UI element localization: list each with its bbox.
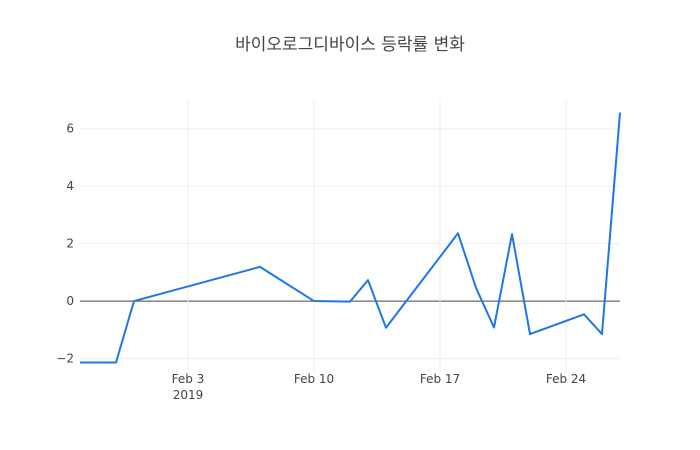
series-layer bbox=[80, 112, 621, 364]
x-tick-sublabel: 2019 bbox=[173, 388, 204, 402]
y-tick-label: 0 bbox=[66, 294, 74, 308]
x-tick-label: Feb 24 bbox=[546, 372, 586, 386]
chart-title: 바이오로그디바이스 등락률 변화 bbox=[235, 35, 465, 55]
x-tick-label: Feb 17 bbox=[420, 372, 460, 386]
grid-layer bbox=[80, 100, 620, 373]
y-tick-label: 6 bbox=[66, 122, 74, 136]
y-tick-label: 4 bbox=[66, 179, 74, 193]
x-tick-label: Feb 3 bbox=[172, 372, 205, 386]
y-tick-label: −2 bbox=[56, 352, 74, 366]
x-tick-label: Feb 10 bbox=[294, 372, 334, 386]
series-line bbox=[80, 112, 621, 364]
y-tick-label: 2 bbox=[66, 237, 74, 251]
ticks-layer: −2 0 2 4 6 Feb 3 2019 Feb 10 Feb 17 Feb 24 bbox=[56, 122, 586, 402]
